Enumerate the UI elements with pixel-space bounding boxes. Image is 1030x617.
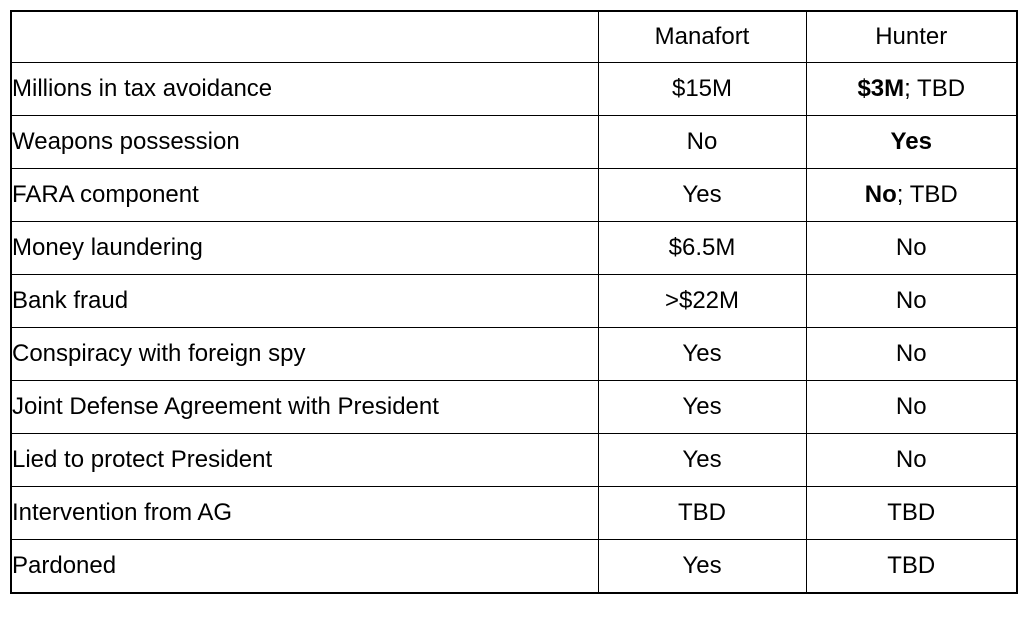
hunter-value: TBD <box>805 486 1018 540</box>
table-row: Weapons possession No Yes <box>10 115 1018 169</box>
column-header-manafort: Manafort <box>597 10 807 63</box>
hunter-value: No; TBD <box>805 168 1018 222</box>
row-label: FARA component <box>10 168 599 222</box>
column-header-hunter: Hunter <box>805 10 1018 63</box>
row-label: Intervention from AG <box>10 486 599 540</box>
table-row: Millions in tax avoidance $15M $3M; TBD <box>10 62 1018 116</box>
manafort-value: Yes <box>597 539 807 594</box>
manafort-value: Yes <box>597 433 807 487</box>
table-row: Pardoned Yes TBD <box>10 539 1018 594</box>
table-row: Lied to protect President Yes No <box>10 433 1018 487</box>
manafort-value: Yes <box>597 380 807 434</box>
hunter-value-rest: ; TBD <box>904 75 966 103</box>
hunter-value: No <box>805 274 1018 328</box>
manafort-value: >$22M <box>597 274 807 328</box>
hunter-value-rest: No <box>895 234 927 262</box>
manafort-value: $6.5M <box>597 221 807 275</box>
header-row: Manafort Hunter <box>10 10 1018 63</box>
manafort-value: Yes <box>597 327 807 381</box>
hunter-value-rest: No <box>895 446 927 474</box>
table-row: FARA component Yes No; TBD <box>10 168 1018 222</box>
hunter-value-rest: No <box>895 340 927 368</box>
hunter-value-bold: No <box>864 181 897 209</box>
manafort-value: Yes <box>597 168 807 222</box>
corner-cell <box>10 10 599 63</box>
hunter-value: TBD <box>805 539 1018 594</box>
hunter-value: No <box>805 433 1018 487</box>
hunter-value-bold: $3M <box>857 75 905 103</box>
row-label: Millions in tax avoidance <box>10 62 599 116</box>
hunter-value-bold: Yes <box>890 128 932 156</box>
row-label: Weapons possession <box>10 115 599 169</box>
table-row: Money laundering $6.5M No <box>10 221 1018 275</box>
manafort-value: $15M <box>597 62 807 116</box>
hunter-value-rest: No <box>895 393 927 421</box>
hunter-value: Yes <box>805 115 1018 169</box>
hunter-value-rest: TBD <box>887 552 936 580</box>
row-label: Money laundering <box>10 221 599 275</box>
manafort-value: TBD <box>597 486 807 540</box>
hunter-value: No <box>805 380 1018 434</box>
row-label: Conspiracy with foreign spy <box>10 327 599 381</box>
row-label: Pardoned <box>10 539 599 594</box>
comparison-table: Manafort Hunter Millions in tax avoidanc… <box>10 10 1018 594</box>
row-label: Lied to protect President <box>10 433 599 487</box>
row-label: Bank fraud <box>10 274 599 328</box>
table-row: Bank fraud >$22M No <box>10 274 1018 328</box>
hunter-value: $3M; TBD <box>805 62 1018 116</box>
hunter-value-rest: TBD <box>887 499 936 527</box>
hunter-value: No <box>805 327 1018 381</box>
row-label: Joint Defense Agreement with President <box>10 380 599 434</box>
table-row: Conspiracy with foreign spy Yes No <box>10 327 1018 381</box>
table-row: Intervention from AG TBD TBD <box>10 486 1018 540</box>
hunter-value: No <box>805 221 1018 275</box>
hunter-value-rest: No <box>895 287 927 315</box>
manafort-value: No <box>597 115 807 169</box>
hunter-value-rest: ; TBD <box>896 181 958 209</box>
table-row: Joint Defense Agreement with President Y… <box>10 380 1018 434</box>
